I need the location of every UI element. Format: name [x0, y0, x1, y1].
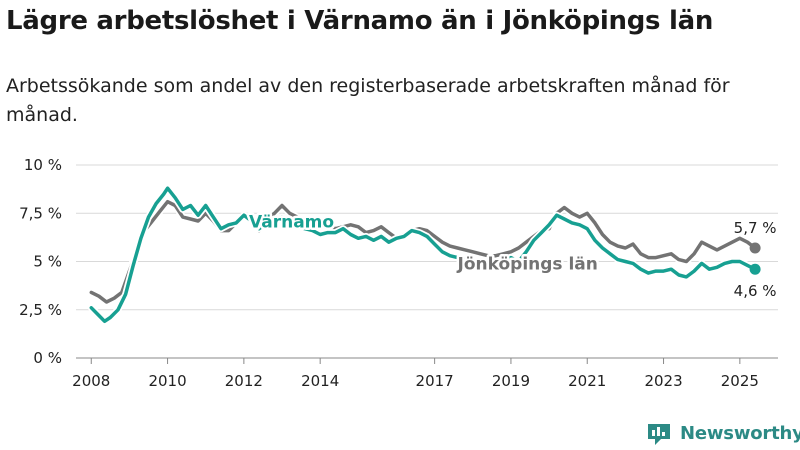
series-end-value-label: 5,7 % [734, 219, 777, 237]
brand-footer: Newsworthy [646, 420, 800, 446]
x-tick-label: 2021 [568, 372, 606, 390]
series-name-halo: Värnamo [249, 213, 334, 233]
series-name-halo: Jönköpings län [457, 255, 598, 275]
brand-name: Newsworthy [680, 422, 800, 444]
y-tick-label: 10 % [24, 156, 62, 174]
series-end-dot [749, 242, 761, 254]
x-tick-label: 2012 [225, 372, 263, 390]
x-tick-label: 2023 [644, 372, 682, 390]
y-tick-label: 5 % [33, 253, 62, 271]
series-end-value-label: 4,6 % [734, 282, 777, 300]
series-line [89, 199, 757, 304]
chart-title: Lägre arbetslöshet i Värnamo än i Jönköp… [6, 6, 714, 36]
series-name-label: Värnamo [249, 213, 334, 233]
x-tick-label: 2019 [492, 372, 530, 390]
x-tick-label: 2017 [416, 372, 454, 390]
y-tick-label: 0 % [33, 349, 62, 367]
series-name-label: Jönköpings län [457, 255, 598, 275]
y-tick-label: 7,5 % [19, 204, 62, 222]
x-tick-label: 2010 [148, 372, 186, 390]
x-tick-label: 2014 [301, 372, 339, 390]
newsworthy-logo-icon [648, 424, 670, 445]
series-halo [87, 198, 759, 306]
x-tick-label: 2025 [721, 372, 759, 390]
series-line [89, 186, 757, 324]
chart-subtitle: Arbetssökande som andel av den registerb… [6, 75, 730, 126]
series-end-dot [749, 263, 761, 275]
x-tick-label: 2008 [72, 372, 110, 390]
y-tick-label: 2,5 % [19, 301, 62, 319]
